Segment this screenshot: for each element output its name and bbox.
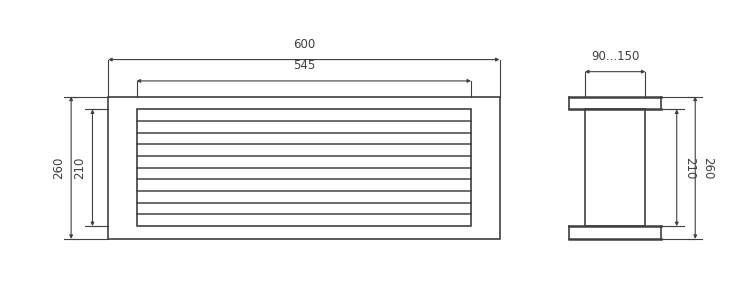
Text: 90...150: 90...150 <box>591 50 639 63</box>
Bar <box>108 97 500 239</box>
Bar <box>136 109 471 226</box>
Text: 210: 210 <box>683 157 696 179</box>
Text: 545: 545 <box>292 59 315 72</box>
Text: 600: 600 <box>292 38 315 51</box>
Text: 260: 260 <box>52 157 64 179</box>
Text: 260: 260 <box>701 157 715 179</box>
Text: 210: 210 <box>74 157 86 179</box>
Bar <box>585 109 646 226</box>
